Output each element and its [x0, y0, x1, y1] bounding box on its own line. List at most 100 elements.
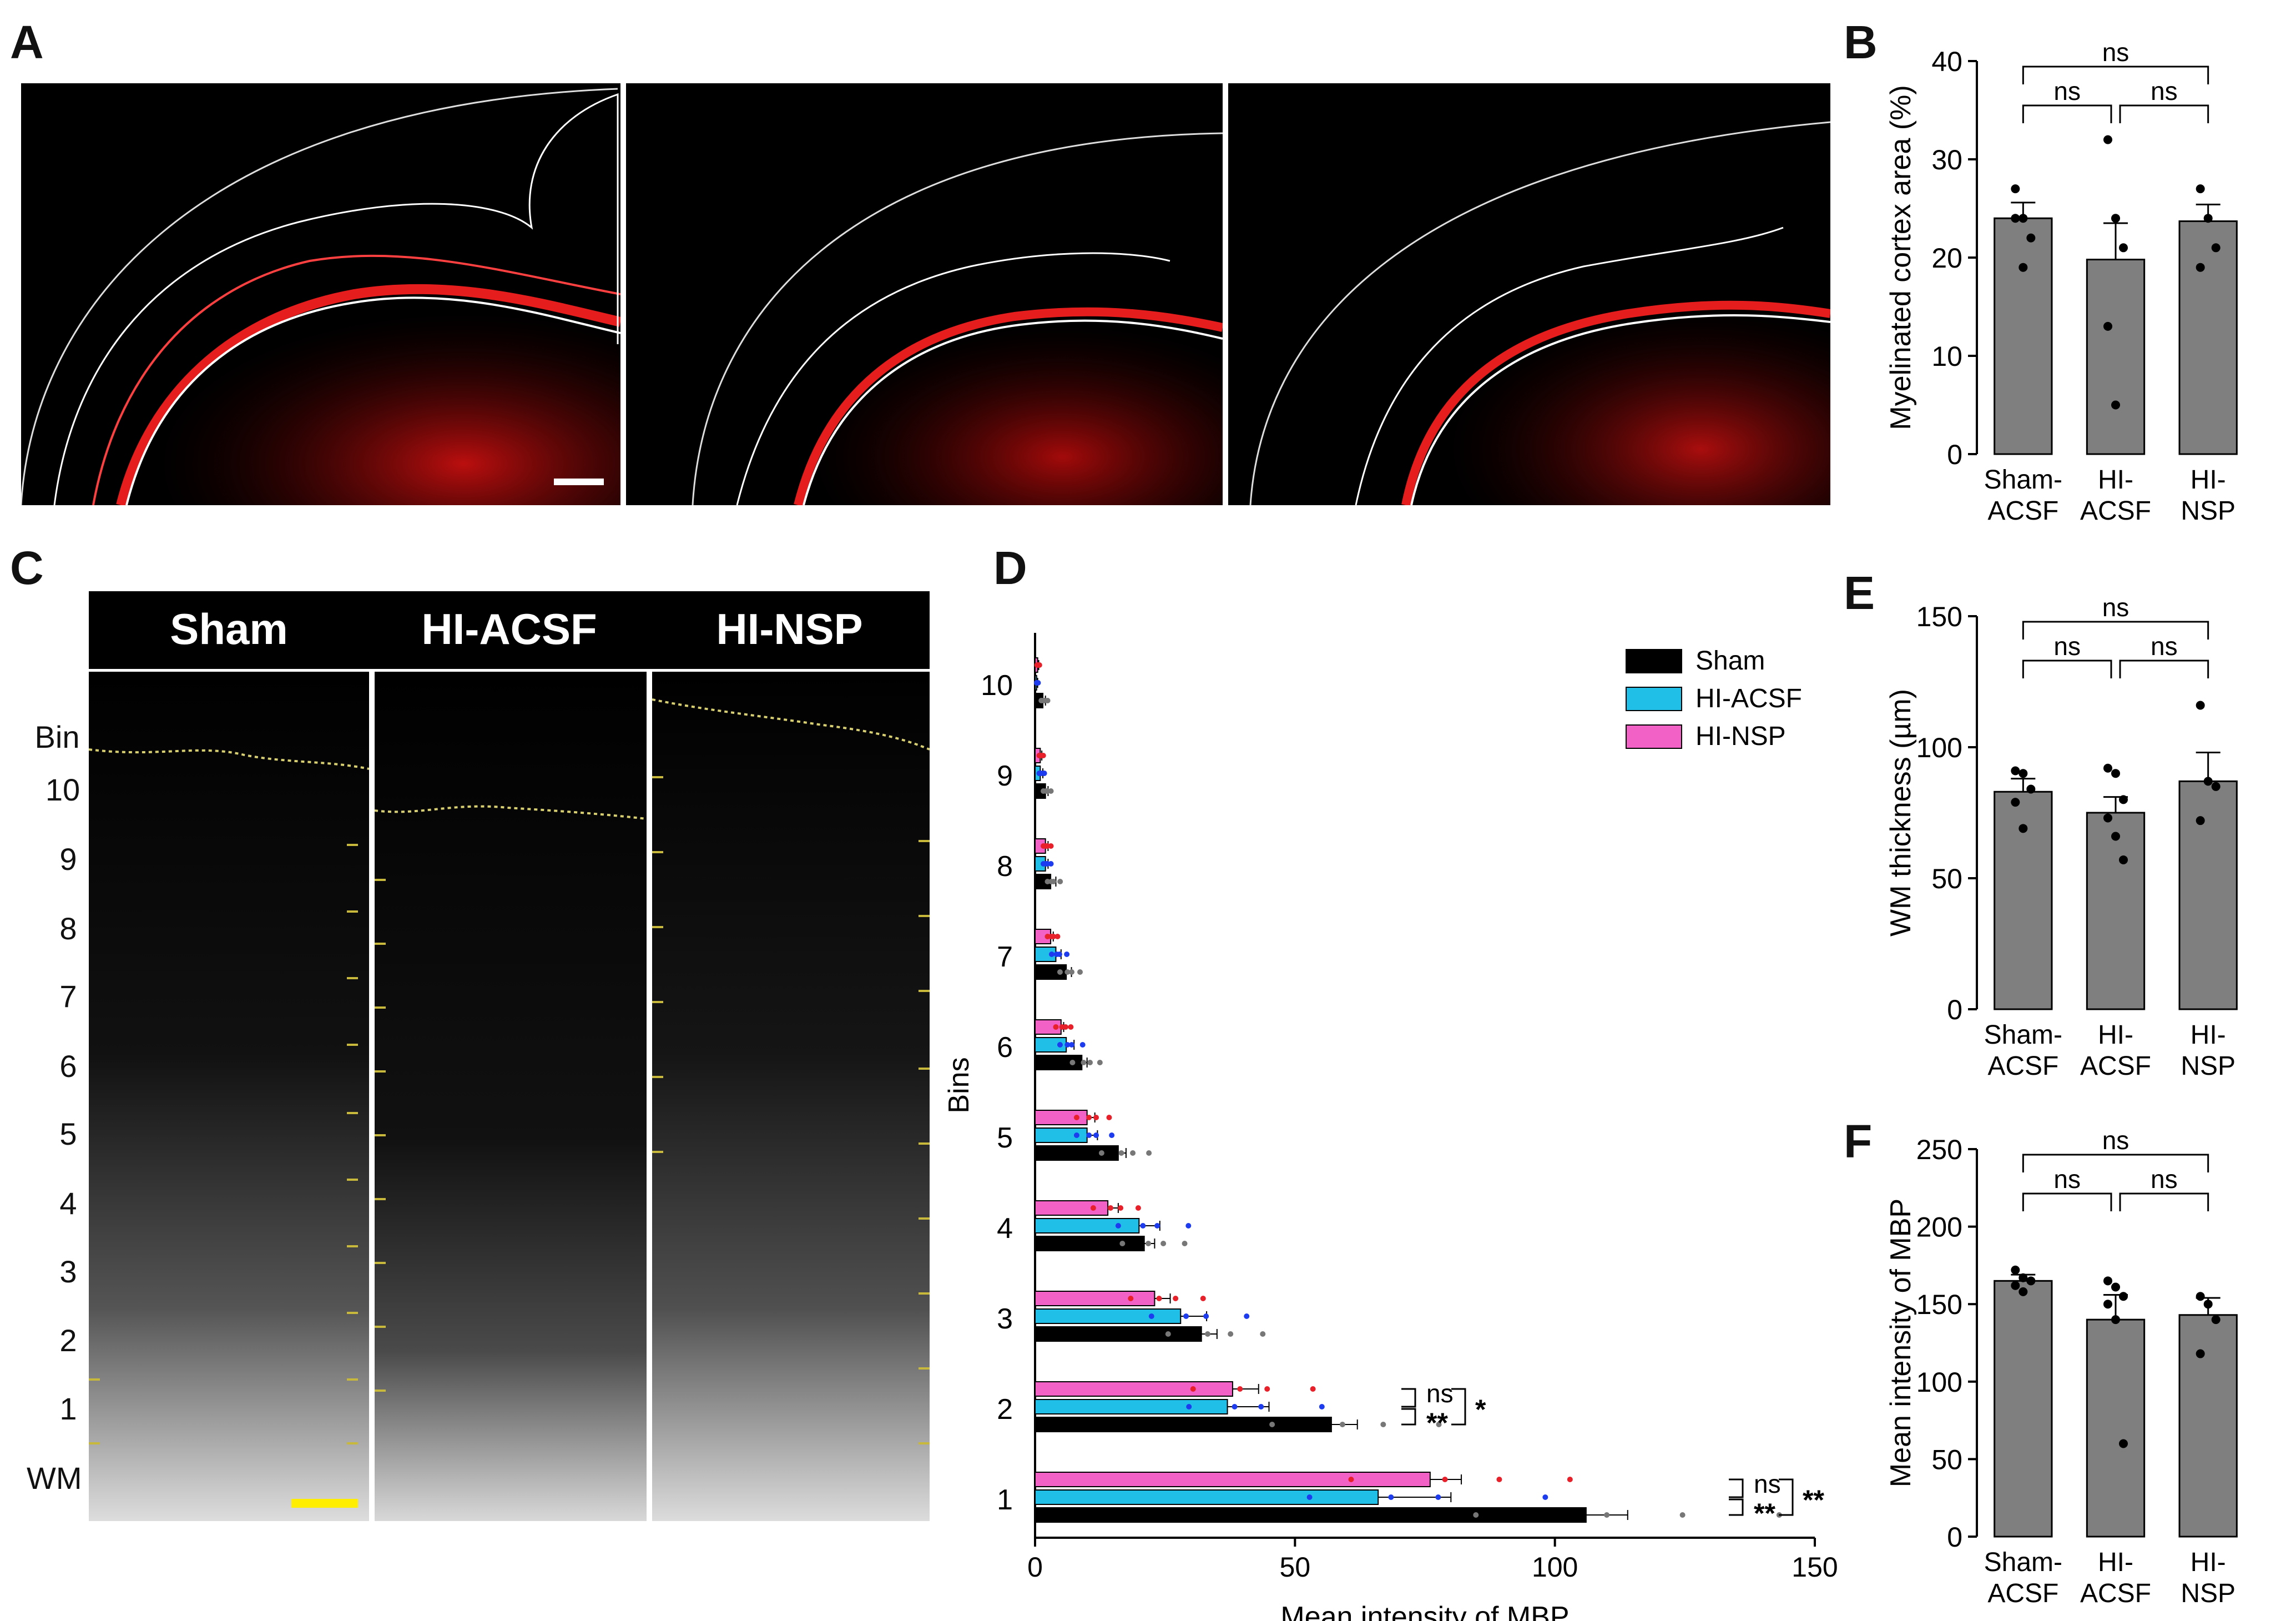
y-tick-label: 0	[1947, 439, 1962, 470]
header-sham: Sham	[170, 605, 288, 653]
y-tick-label: 40	[1931, 46, 1962, 77]
data-point	[2019, 1287, 2028, 1296]
data-point	[1051, 879, 1057, 884]
data-point	[1442, 1477, 1448, 1482]
data-point	[1048, 843, 1054, 849]
data-point	[2026, 784, 2036, 794]
significance-label: **	[1754, 1498, 1775, 1529]
significance-bracket	[2022, 1192, 2112, 1211]
data-point	[1435, 1494, 1441, 1500]
bar	[1035, 1291, 1155, 1306]
data-point	[1048, 861, 1054, 867]
panel-letter-f: F	[1844, 1115, 1873, 1167]
significance-bracket	[2022, 660, 2112, 678]
bar	[1994, 217, 2053, 455]
significance-bracket	[2119, 104, 2209, 123]
data-point	[1204, 1331, 1210, 1337]
significance-bracket	[1779, 1478, 1794, 1516]
data-point	[1053, 1024, 1059, 1030]
panel-c-header-bar	[89, 591, 930, 669]
y-tick-label: 150	[1916, 1289, 1962, 1320]
x-tick-label: ACSF	[2080, 496, 2151, 526]
bin-label: WM	[27, 1461, 82, 1496]
data-point	[1118, 1205, 1124, 1211]
bin-label: 2	[59, 1323, 77, 1358]
bar	[2086, 259, 2146, 455]
data-point	[1086, 1115, 1092, 1120]
data-point	[1135, 1205, 1141, 1211]
data-point	[1057, 952, 1063, 957]
x-tick-label: ACSF	[1987, 496, 2058, 526]
header-hi-acsf: HI-ACSF	[421, 605, 597, 653]
data-point	[2019, 1273, 2028, 1282]
x-tick-label: Sham-	[1984, 1548, 2062, 1577]
data-point	[1048, 952, 1054, 957]
y-axis-label: Bins	[943, 1057, 975, 1113]
y-tick-label: 0	[1947, 994, 1962, 1025]
data-point	[2211, 1315, 2221, 1325]
significance-label: ns	[2053, 632, 2081, 661]
data-point	[2019, 824, 2028, 833]
data-point	[1090, 1205, 1096, 1211]
bar	[2178, 780, 2238, 1010]
bar	[1035, 1417, 1332, 1432]
data-point	[2211, 782, 2221, 791]
significance-label: **	[1426, 1407, 1448, 1438]
data-point	[1128, 1296, 1134, 1301]
x-axis-label: Mean intensity of MBP	[1280, 1601, 1569, 1621]
bar	[1035, 1507, 1587, 1523]
data-point	[2103, 763, 2112, 773]
data-point	[1118, 1150, 1124, 1156]
data-point	[2196, 1292, 2205, 1301]
data-point	[1190, 1386, 1196, 1392]
bin-tick-label: 7	[997, 941, 1013, 973]
data-point	[1064, 969, 1071, 975]
significance-label: ns	[2102, 38, 2130, 67]
data-point	[1244, 1313, 1250, 1319]
panel-letter-e: E	[1844, 567, 1875, 619]
bin-tick-label: 1	[997, 1484, 1013, 1516]
y-tick-label: 10	[1931, 341, 1962, 372]
data-point	[1108, 1205, 1114, 1211]
x-tick-label: ACSF	[2080, 1579, 2151, 1608]
x-tick-label: HI-	[2191, 1020, 2226, 1050]
data-point	[1119, 1241, 1126, 1246]
data-point	[2196, 184, 2205, 194]
bin-label: 8	[59, 911, 77, 946]
data-point	[1232, 1404, 1238, 1409]
significance-bracket	[2022, 1154, 2209, 1172]
y-tick-label: 50	[1931, 863, 1962, 894]
x-tick-label: 100	[1532, 1552, 1578, 1583]
data-point	[1036, 662, 1042, 668]
legend-label: Sham	[1695, 646, 1765, 676]
significance-label: ns	[2053, 1165, 2081, 1194]
y-axis-label: Mean intensity of MBP	[1885, 1199, 1917, 1487]
data-point	[1057, 879, 1063, 884]
data-point	[2111, 400, 2120, 410]
x-tick-label: ACSF	[1987, 1579, 2058, 1608]
legend-swatch	[1626, 649, 1682, 673]
bin-label: 4	[59, 1186, 77, 1221]
data-point	[2026, 233, 2036, 243]
panel-letter-b: B	[1844, 16, 1878, 68]
x-tick-label: ACSF	[2080, 1051, 2151, 1081]
bar	[1994, 1280, 2053, 1538]
data-point	[2111, 832, 2120, 841]
data-point	[1388, 1494, 1394, 1500]
data-point	[1436, 1422, 1442, 1427]
data-point	[1109, 1132, 1115, 1138]
legend-label: HI-NSP	[1695, 722, 1786, 751]
bin-label: 3	[59, 1254, 77, 1289]
bin-label: 6	[59, 1049, 77, 1084]
bin-label: Bin	[34, 719, 80, 754]
significance-label: ns	[2053, 77, 2081, 105]
chart-f-mbp-intensity: 0 50 100 150 200 250 Mean intensity of MBP Sham…	[1885, 1126, 2238, 1608]
data-point	[1081, 1060, 1087, 1065]
y-tick-label: 200	[1916, 1212, 1962, 1243]
bar	[1035, 1218, 1140, 1234]
data-point	[1154, 1223, 1160, 1229]
y-tick-label: 150	[1916, 601, 1962, 632]
data-point	[2111, 1315, 2120, 1325]
bin-tick-label: 2	[997, 1393, 1013, 1426]
data-point	[2196, 1349, 2205, 1358]
